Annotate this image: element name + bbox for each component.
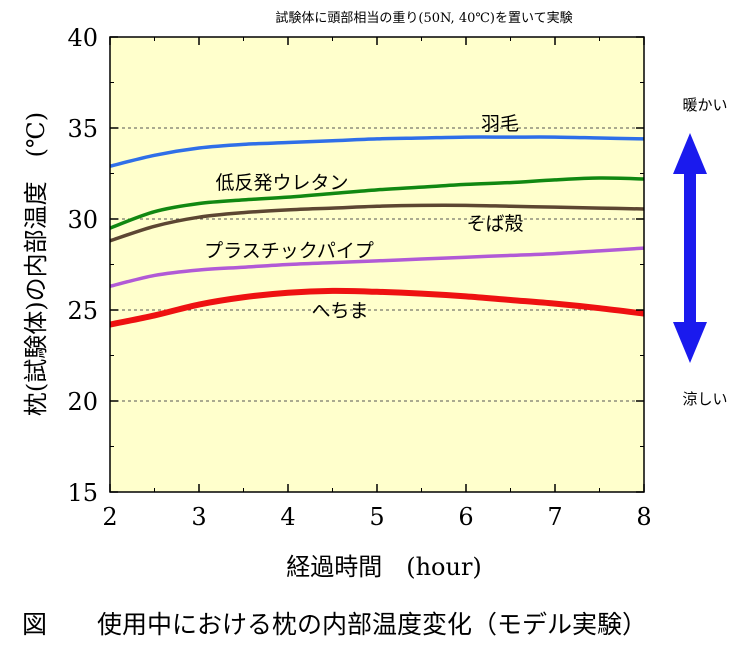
series-label-1: 低反発ウレタン <box>215 172 348 194</box>
x-tick-label: 6 <box>458 503 473 531</box>
x-tick-label: 2 <box>102 503 117 531</box>
series-line-1 <box>110 176 644 230</box>
x-tick-label: 7 <box>547 503 562 531</box>
series-label-2: そば殻 <box>466 213 523 235</box>
y-axis-label: 枕(試験体)の内部温度 (℃) <box>22 112 50 416</box>
series-label-4: へちま <box>311 300 368 322</box>
x-axis-label: 経過時間 (hour) <box>286 553 482 581</box>
figure-caption: 図 使用中における枕の内部温度変化（モデル実験） <box>22 610 647 639</box>
cool-label: 涼しい <box>682 390 727 408</box>
series-line-0 <box>110 135 644 168</box>
series-label-3: プラスチックパイプ <box>204 240 374 262</box>
series-line-2 <box>110 203 644 243</box>
y-tick-label: 15 <box>67 479 98 507</box>
series-label-0: 羽毛 <box>481 113 519 135</box>
x-tick-label: 3 <box>191 503 206 531</box>
y-tick-label: 40 <box>67 24 98 52</box>
warm-label: 暖かい <box>682 96 727 114</box>
chart-title: 試験体に頭部相当の重り(50N, 40℃)を置いて実験 <box>275 10 572 26</box>
x-tick-label: 4 <box>280 503 295 531</box>
series-line-3 <box>110 246 644 289</box>
plot-area-background <box>110 37 644 492</box>
y-tick-label: 20 <box>67 388 98 416</box>
gridlines <box>110 127 644 402</box>
series-line-4 <box>110 287 644 328</box>
y-tick-label: 35 <box>67 115 98 143</box>
x-tick-label: 5 <box>369 503 384 531</box>
x-tick-label: 8 <box>636 503 651 531</box>
y-tick-label: 25 <box>67 297 98 325</box>
warm-cool-arrow-icon <box>673 133 707 363</box>
axis-ticks: 2 3 4 5 6 7 8 15 20 25 30 35 40 <box>67 24 651 531</box>
y-tick-label: 30 <box>67 206 98 234</box>
series-lines <box>110 135 644 328</box>
